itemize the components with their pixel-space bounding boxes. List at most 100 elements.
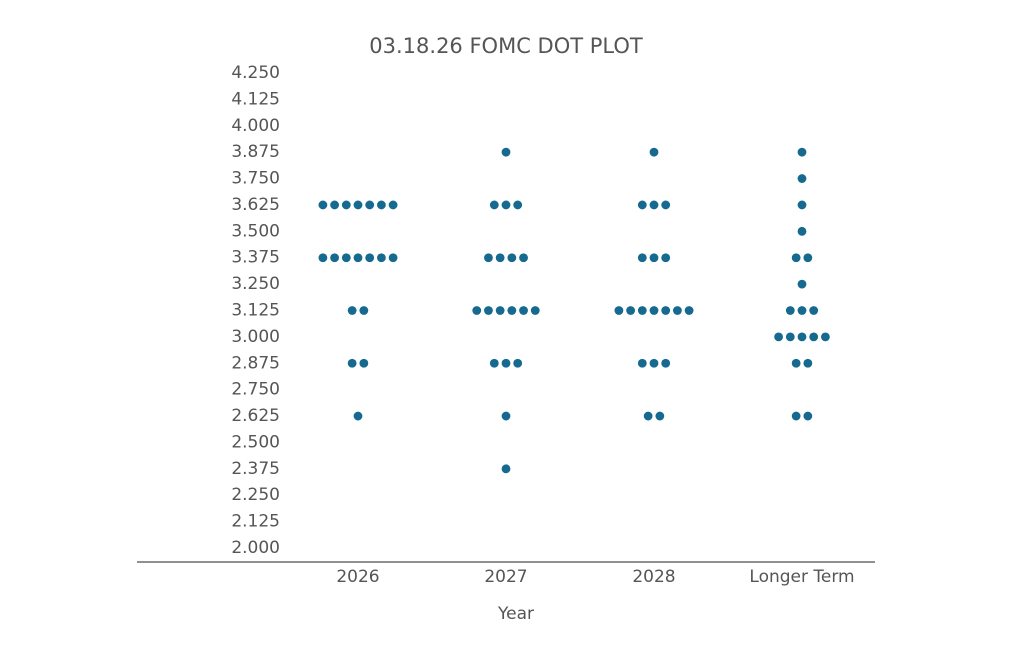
y-tick-label: 4.125 <box>231 89 280 109</box>
y-tick-label: 2.875 <box>231 353 280 373</box>
dot <box>365 200 375 210</box>
dot <box>519 253 528 263</box>
y-tick-label: 2.750 <box>231 380 280 400</box>
y-tick-label: 2.125 <box>231 512 280 532</box>
dot <box>649 147 659 157</box>
dot <box>341 200 351 210</box>
y-tick-label: 3.500 <box>231 221 280 241</box>
dot <box>365 253 375 263</box>
dot <box>791 411 801 421</box>
dot <box>797 200 807 210</box>
dot <box>318 253 328 263</box>
y-tick-label: 3.875 <box>231 142 280 162</box>
dot <box>353 411 363 421</box>
x-tick-label: 2027 <box>484 567 527 587</box>
dot <box>661 200 671 210</box>
dot <box>353 200 363 210</box>
y-tick-label: 3.375 <box>231 248 280 268</box>
dot <box>388 253 398 263</box>
dot <box>797 279 807 289</box>
dot <box>803 411 813 421</box>
dot <box>809 332 819 342</box>
dot <box>353 253 363 263</box>
x-tick-label: Longer Term <box>749 567 854 587</box>
dot <box>774 332 783 342</box>
dot <box>359 306 369 315</box>
dot <box>661 306 671 315</box>
dot <box>495 253 505 263</box>
dot <box>347 358 357 368</box>
dot <box>673 306 682 315</box>
chart-title: 03.18.26 FOMC DOT PLOT <box>369 34 643 58</box>
y-tick-label: 3.125 <box>231 301 280 321</box>
dot <box>472 306 482 315</box>
dot <box>501 411 511 421</box>
y-tick-label: 3.250 <box>231 274 280 294</box>
dot <box>649 253 659 263</box>
dot <box>501 200 511 210</box>
dot <box>649 306 659 315</box>
y-tick-label: 3.750 <box>231 169 280 189</box>
dot <box>655 411 665 421</box>
dot <box>803 358 813 368</box>
dot <box>791 253 801 263</box>
y-tick-label: 4.000 <box>231 116 280 136</box>
dot <box>489 200 499 210</box>
dot <box>684 306 694 315</box>
dot <box>359 358 369 368</box>
x-axis-label: Year <box>497 604 534 624</box>
x-tick-label: 2026 <box>336 567 379 587</box>
dot <box>614 306 624 315</box>
dot <box>330 253 339 263</box>
dot <box>377 253 386 263</box>
y-tick-label: 2.625 <box>231 406 280 426</box>
dot <box>821 332 830 342</box>
dot <box>785 332 795 342</box>
y-tick-label: 2.250 <box>231 485 280 505</box>
dot <box>661 253 671 263</box>
dot <box>661 358 671 368</box>
dot <box>791 358 801 368</box>
dot <box>489 358 499 368</box>
y-tick-label: 3.625 <box>231 195 280 215</box>
dot <box>637 253 647 263</box>
dot <box>809 306 819 315</box>
dot <box>513 358 523 368</box>
dot <box>501 147 511 157</box>
dot <box>797 147 807 157</box>
dot <box>643 411 653 421</box>
dot <box>519 306 528 315</box>
dot <box>513 200 523 210</box>
dot <box>347 306 357 315</box>
dot <box>797 306 807 315</box>
x-tick-label: 2028 <box>632 567 675 587</box>
dot <box>637 200 647 210</box>
y-tick-label: 2.500 <box>231 432 280 452</box>
dot <box>530 306 540 315</box>
y-tick-label: 2.000 <box>231 538 280 558</box>
dot <box>803 253 813 263</box>
dot <box>649 358 659 368</box>
dot <box>637 306 647 315</box>
dot <box>330 200 339 210</box>
dot <box>341 253 351 263</box>
dot <box>377 200 386 210</box>
dot <box>649 200 659 210</box>
dot <box>626 306 635 315</box>
dot <box>495 306 505 315</box>
dot <box>388 200 398 210</box>
dot <box>501 464 511 474</box>
dot <box>318 200 328 210</box>
dot <box>797 174 807 183</box>
dot <box>785 306 795 315</box>
y-tick-label: 2.375 <box>231 459 280 479</box>
dot <box>507 253 517 263</box>
dot <box>637 358 647 368</box>
dot <box>501 358 511 368</box>
y-tick-label: 4.250 <box>231 63 280 83</box>
dot <box>797 332 807 342</box>
dot <box>797 226 807 236</box>
dot <box>507 306 517 315</box>
